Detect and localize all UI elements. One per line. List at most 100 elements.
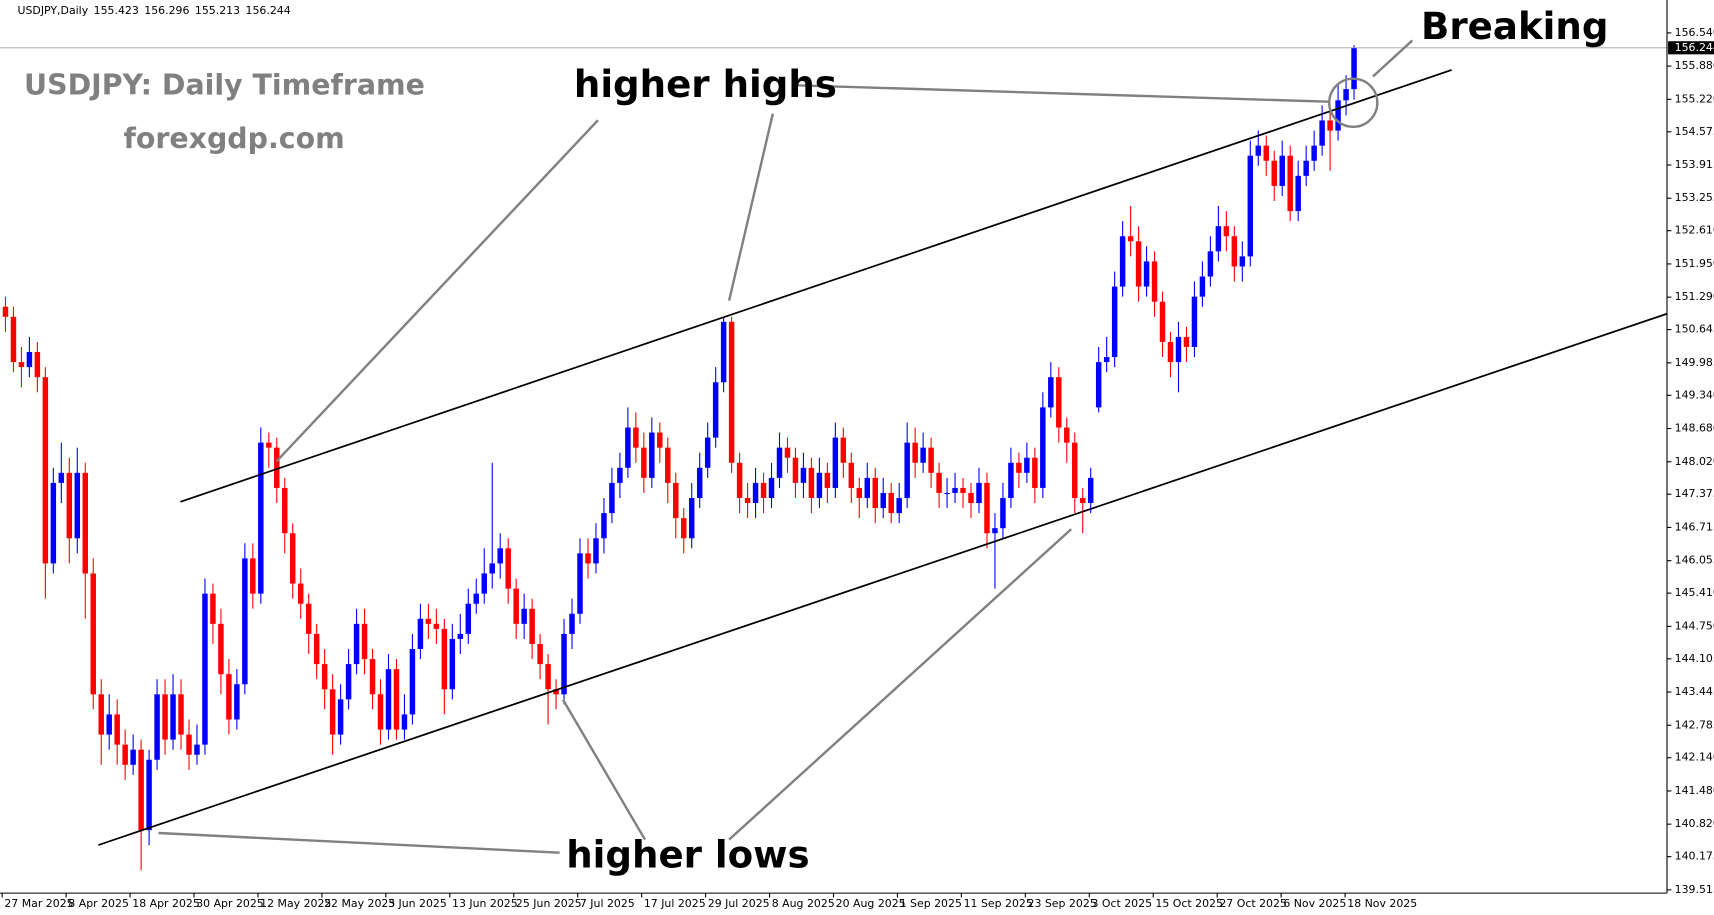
x-tick-label: 11 Sep 2025 <box>964 897 1033 910</box>
candle-body <box>1016 462 1022 473</box>
candle-body <box>1207 251 1214 277</box>
candle-body <box>1239 256 1246 267</box>
y-tick-label: 156.540 <box>1675 26 1714 39</box>
y-tick-label: 144.105 <box>1675 652 1714 665</box>
candle-body <box>170 694 176 740</box>
candle-body <box>1199 276 1206 297</box>
candle-body <box>776 447 783 478</box>
candle-body <box>505 548 511 589</box>
candle-body <box>928 447 934 473</box>
pointer-line <box>728 528 1073 841</box>
candle-body <box>489 563 495 574</box>
candle-body <box>888 492 894 514</box>
candle-body <box>385 669 392 730</box>
candle-body <box>784 447 791 458</box>
candle-body <box>1103 357 1110 363</box>
candle-body <box>840 437 847 463</box>
candle-body <box>441 628 448 690</box>
candle-body <box>457 633 464 639</box>
candle-body <box>50 482 57 564</box>
candle-body <box>202 593 208 745</box>
y-tick-label: 151.290 <box>1675 290 1714 303</box>
candle-body <box>976 482 982 504</box>
candle-body <box>609 482 615 514</box>
candle-body <box>1327 120 1333 131</box>
candle-body <box>1191 296 1198 347</box>
candle-body <box>1175 336 1182 363</box>
x-tick-label: 8 Apr 2025 <box>68 897 129 910</box>
candle-body <box>561 633 567 695</box>
candle-body <box>313 633 320 665</box>
candle-body <box>880 492 886 509</box>
candle-body <box>305 603 312 634</box>
candle-body <box>329 689 336 735</box>
candle-body <box>824 472 831 488</box>
candle-body <box>1087 477 1094 504</box>
candle-body <box>832 437 839 488</box>
plot-area <box>0 45 1667 871</box>
candle-body <box>321 664 328 690</box>
candle-body <box>688 497 695 539</box>
y-tick-label: 146.715 <box>1675 520 1714 533</box>
y-tick-label: 153.915 <box>1675 158 1714 171</box>
candle-body <box>82 472 88 574</box>
candle-body <box>74 472 81 539</box>
pointer-line <box>1372 39 1414 78</box>
candle-body <box>768 477 775 498</box>
candle-body <box>66 472 73 539</box>
x-tick-label: 18 Apr 2025 <box>132 897 200 910</box>
x-tick-label: 8 Aug 2025 <box>772 897 835 910</box>
candle-body <box>417 618 424 650</box>
candle-body <box>593 538 599 564</box>
candle-body <box>1311 145 1317 161</box>
candle-body <box>1343 89 1349 101</box>
candle-body <box>1247 155 1254 257</box>
candle-body <box>601 513 607 539</box>
candle-body <box>162 694 168 740</box>
candle-body <box>186 734 192 755</box>
candle-body <box>10 316 17 363</box>
y-tick-label: 143.445 <box>1675 685 1714 698</box>
pointer-line <box>727 113 775 301</box>
candle-body <box>282 487 288 534</box>
header-close: 156.244 <box>246 4 291 17</box>
candle-body <box>1119 236 1126 287</box>
candle-body <box>912 442 918 463</box>
candle-body <box>114 714 120 745</box>
candle-body <box>1040 407 1046 488</box>
candle-body <box>704 437 711 468</box>
candle-body <box>577 553 583 614</box>
y-tick-label: 142.140 <box>1675 751 1714 764</box>
candle-body <box>960 487 966 493</box>
candle-body <box>266 442 272 448</box>
x-tick-label: 12 May 2025 <box>260 897 331 910</box>
candle-body <box>234 684 240 720</box>
last-price-box <box>1668 41 1714 55</box>
candle-body <box>481 573 487 594</box>
candle-body <box>122 744 128 765</box>
candle-body <box>1167 341 1174 363</box>
candle-body <box>617 467 623 483</box>
y-tick-label: 142.785 <box>1675 718 1714 731</box>
candle-body <box>34 352 41 378</box>
candle-body <box>409 649 416 715</box>
candle-body <box>1255 145 1262 156</box>
y-tick-label: 155.220 <box>1675 92 1714 105</box>
y-tick-label: 149.340 <box>1675 388 1714 401</box>
x-tick-label: 27 Mar 2025 <box>4 897 73 910</box>
pointer-line <box>561 699 646 841</box>
candle-body <box>1159 301 1166 342</box>
candle-body <box>297 583 304 604</box>
candle-body <box>1319 120 1325 146</box>
header-open: 155.423 <box>94 4 139 17</box>
candle-body <box>1231 236 1238 267</box>
x-tick-label: 29 Jul 2025 <box>708 897 770 910</box>
candle-body <box>1183 336 1190 347</box>
y-tick-label: 146.055 <box>1675 554 1714 567</box>
candle-body <box>992 528 998 534</box>
candle-body <box>1032 457 1038 488</box>
candle-body <box>1056 377 1062 428</box>
x-tick-label: 1 Sep 2025 <box>900 897 962 910</box>
